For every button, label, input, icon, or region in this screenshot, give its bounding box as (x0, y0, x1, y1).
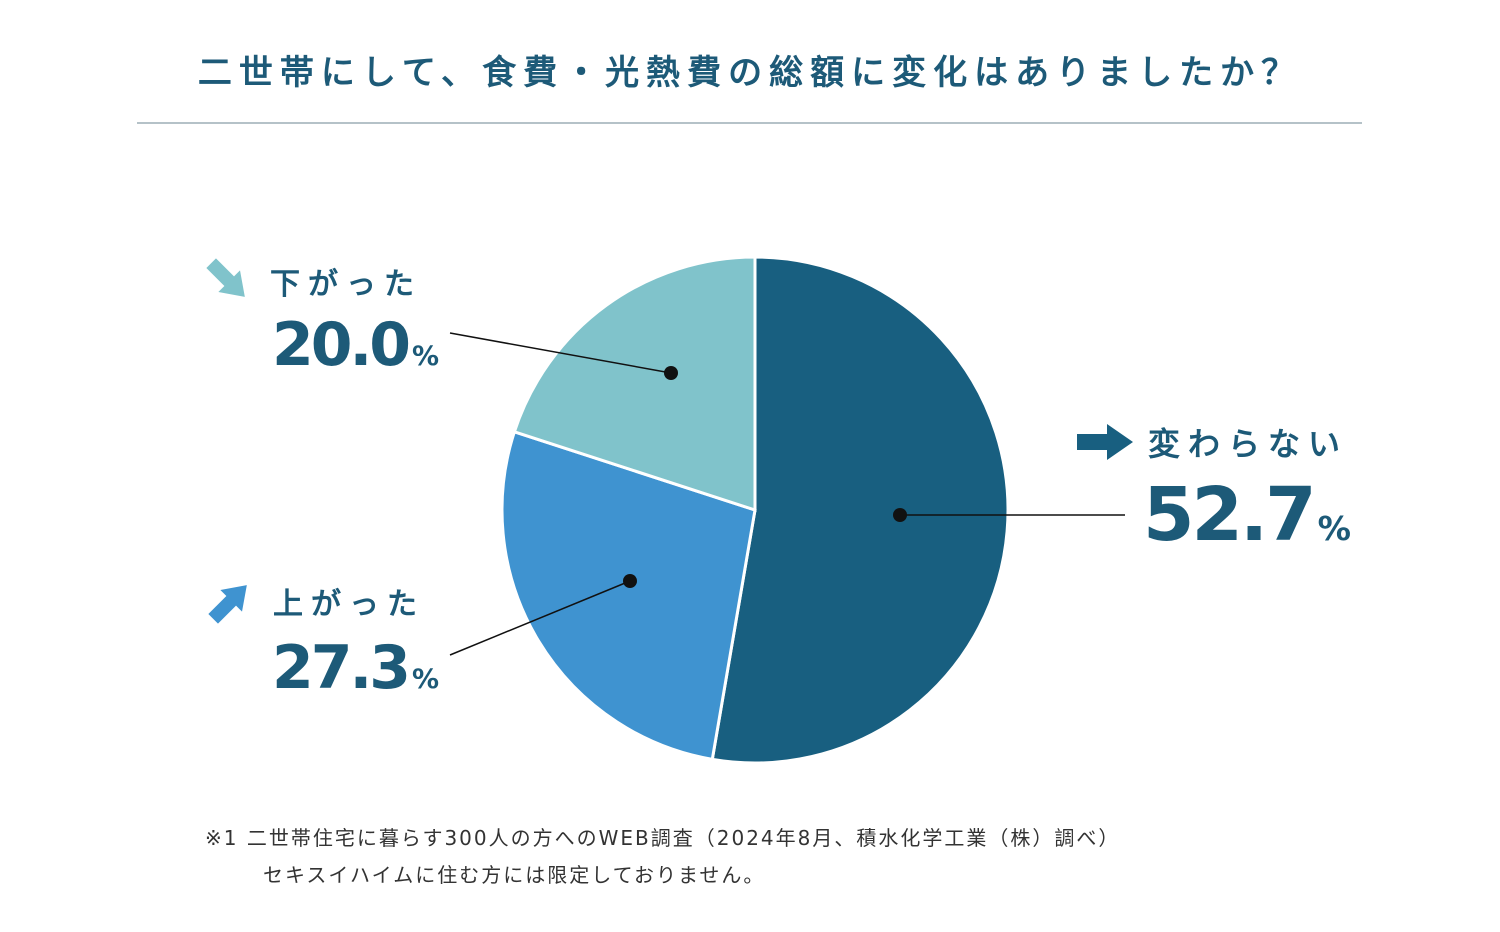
category-label: 下がった (270, 267, 422, 302)
pie-slice (500, 429, 757, 762)
category-label: 変わらない (1148, 425, 1348, 463)
pie-slice (710, 255, 1010, 765)
value-label: 52.7% (1143, 472, 1351, 558)
arrow-icon (206, 258, 245, 297)
arrow-icon (208, 585, 247, 624)
pie-slice (512, 255, 757, 513)
leader-dot (893, 508, 907, 522)
labels: 変わらない 52.7 % 上がった 27.3 % 下がった 20.0% (206, 258, 1351, 703)
chart-title: 二世帯にして、食費・光熱費の総額に変化はありましたか？ (198, 53, 1302, 93)
leader-dot (664, 366, 678, 380)
leader-dot (623, 574, 637, 588)
value-label: 27.3% (272, 633, 439, 703)
leader-line (449, 332, 672, 374)
leader-line (449, 580, 631, 656)
category-label: 上がった (273, 587, 425, 622)
footnote: ※1 二世帯住宅に暮らす300人の方へのWEB調査（2024年8月、積水化学工業… (205, 826, 1120, 850)
pie (500, 255, 1010, 765)
arrow-icon (1077, 424, 1133, 460)
value-label: 20.0% (272, 310, 439, 380)
footnote: セキスイハイムに住む方には限定しておりません。 (263, 863, 765, 887)
